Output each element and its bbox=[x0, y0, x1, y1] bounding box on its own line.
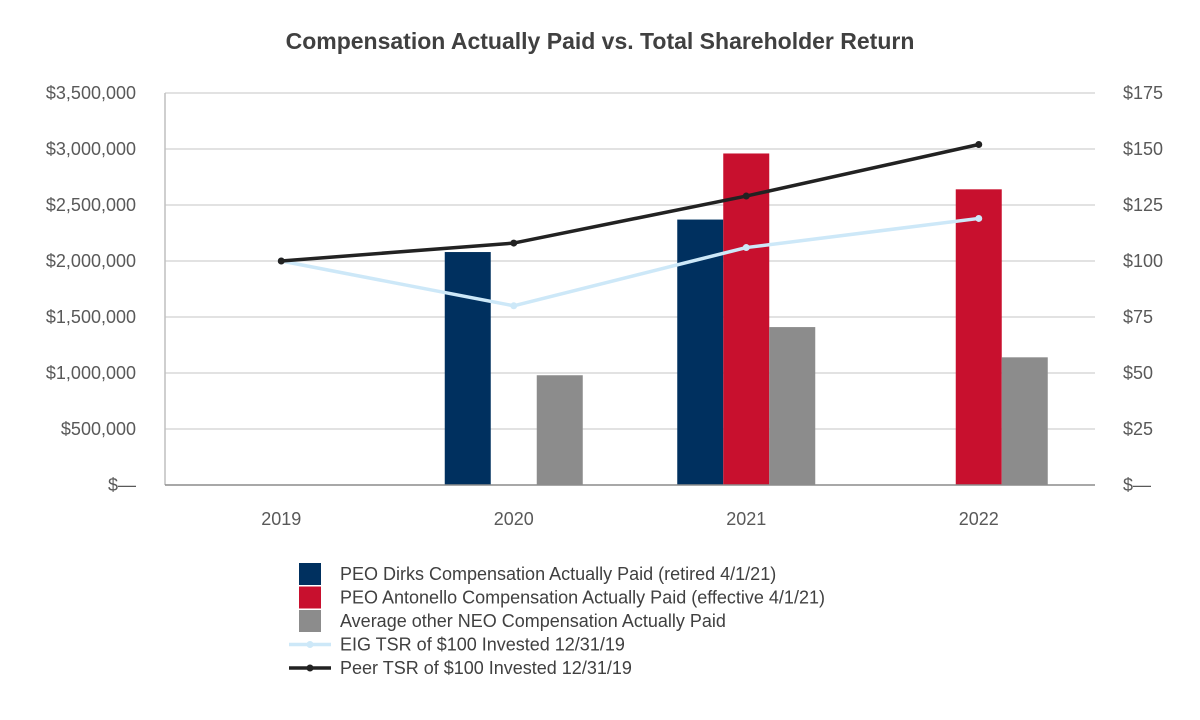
left-axis-tick-label: $1,000,000 bbox=[46, 363, 136, 383]
axis-layer: $— $500,000 $1,000,000 $1,500,000 $2,000,000… bbox=[46, 83, 1163, 529]
line-layer bbox=[277, 141, 983, 310]
x-axis-tick-label: 2019 bbox=[261, 509, 301, 529]
series-line bbox=[281, 142, 980, 263]
legend-swatch bbox=[299, 586, 321, 609]
right-axis-tick-label: $175 bbox=[1123, 83, 1163, 103]
data-point bbox=[975, 141, 983, 149]
legend-label: PEO Antonello Compensation Actually Paid… bbox=[340, 588, 825, 608]
data-point bbox=[277, 257, 285, 265]
bar bbox=[536, 375, 583, 485]
x-axis-tick-label: 2022 bbox=[959, 509, 999, 529]
grid-layer bbox=[165, 92, 1095, 430]
left-axis-tick-label: $1,500,000 bbox=[46, 307, 136, 327]
right-axis-tick-label: $150 bbox=[1123, 139, 1163, 159]
data-point bbox=[742, 192, 750, 200]
left-axis-tick-label: $2,500,000 bbox=[46, 195, 136, 215]
x-axis-tick-label: 2021 bbox=[726, 509, 766, 529]
right-axis-tick-label: $— bbox=[1123, 475, 1151, 495]
right-axis-tick-label: $75 bbox=[1123, 307, 1153, 327]
bar bbox=[769, 327, 816, 485]
data-point bbox=[510, 302, 518, 310]
legend-marker bbox=[306, 641, 314, 648]
legend-label: PEO Dirks Compensation Actually Paid (re… bbox=[340, 564, 776, 584]
right-axis-tick-label: $125 bbox=[1123, 195, 1163, 215]
legend-swatch bbox=[299, 610, 321, 632]
legend-label: EIG TSR of $100 Invested 12/31/19 bbox=[340, 635, 625, 655]
chart-title: Compensation Actually Paid vs. Total Sha… bbox=[286, 28, 915, 54]
legend-label: Peer TSR of $100 Invested 12/31/19 bbox=[340, 658, 632, 678]
x-axis-tick-label: 2020 bbox=[494, 509, 534, 529]
legend-label: Average other NEO Compensation Actually … bbox=[340, 611, 726, 631]
right-axis-tick-label: $25 bbox=[1123, 419, 1153, 439]
bar bbox=[955, 189, 1002, 485]
bar bbox=[723, 153, 770, 486]
left-axis-tick-label: $— bbox=[108, 475, 136, 495]
legend-swatch bbox=[299, 563, 321, 585]
legend: PEO Dirks Compensation Actually Paid (re… bbox=[289, 563, 825, 678]
right-axis-tick-label: $50 bbox=[1123, 363, 1153, 383]
data-point bbox=[975, 214, 983, 222]
legend-marker bbox=[306, 664, 314, 672]
bar bbox=[444, 252, 491, 485]
left-axis-tick-label: $3,000,000 bbox=[46, 139, 136, 159]
bar-layer bbox=[444, 153, 1048, 486]
data-point bbox=[510, 239, 518, 247]
series-line bbox=[280, 216, 979, 308]
left-axis-tick-label: $500,000 bbox=[61, 419, 136, 439]
left-axis-tick-label: $2,000,000 bbox=[46, 251, 136, 271]
right-axis-tick-label: $100 bbox=[1123, 251, 1163, 271]
data-point bbox=[742, 244, 750, 252]
bar bbox=[1001, 357, 1048, 485]
left-axis-tick-label: $3,500,000 bbox=[46, 83, 136, 103]
